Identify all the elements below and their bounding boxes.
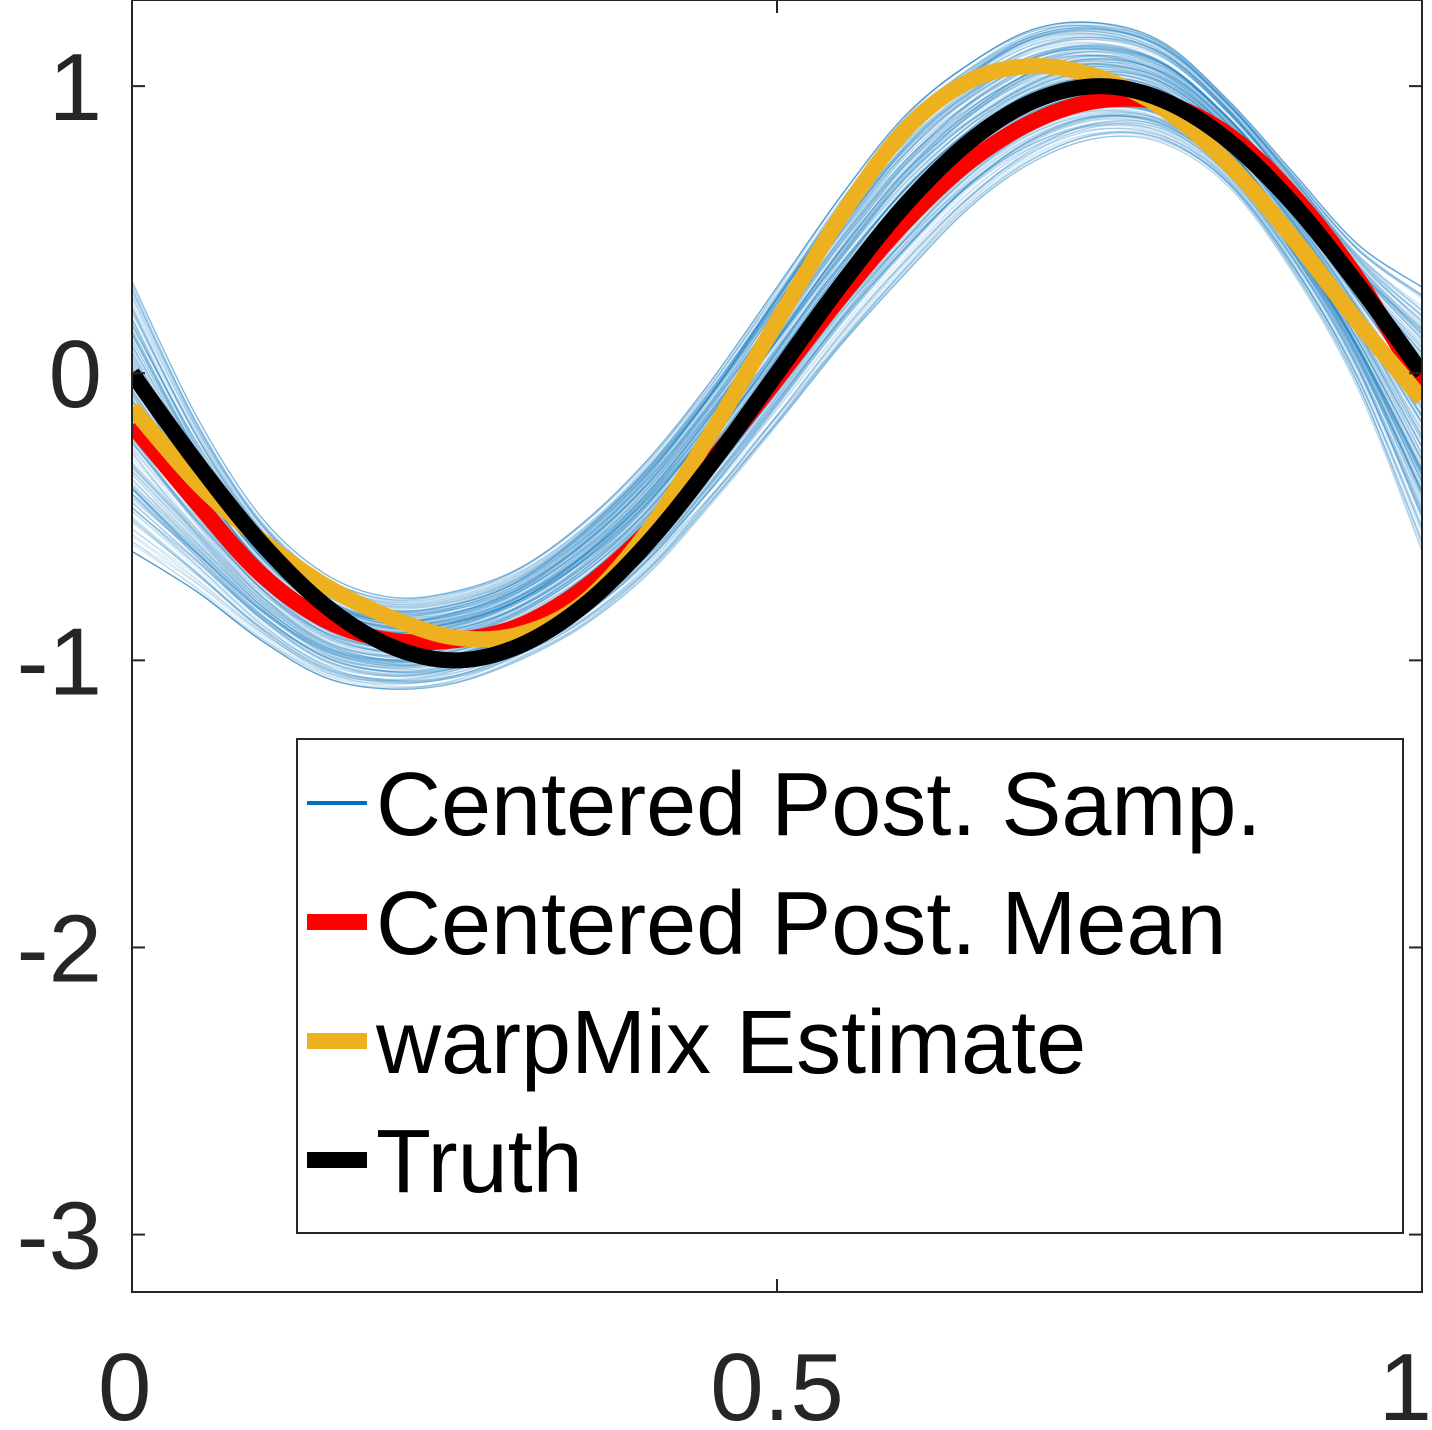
sample-curve xyxy=(132,127,1422,684)
y-tick-label: -1 xyxy=(17,608,102,715)
sample-curve xyxy=(132,36,1422,599)
legend-label: Centered Post. Mean xyxy=(376,874,1226,974)
sample-curve xyxy=(132,132,1422,689)
sample-curve xyxy=(132,24,1422,599)
y-tick-label: -2 xyxy=(17,895,102,1002)
legend-label: Truth xyxy=(376,1112,583,1212)
series-lines xyxy=(132,57,1422,669)
y-tick-label: 0 xyxy=(49,321,102,428)
sample-curve xyxy=(132,130,1422,674)
sample-curve xyxy=(132,131,1422,682)
sample-curve xyxy=(132,38,1422,599)
legend-label: Centered Post. Samp. xyxy=(376,755,1261,855)
y-tick-label: -3 xyxy=(17,1183,102,1290)
sample-curve xyxy=(132,85,1422,653)
sample-curve xyxy=(132,122,1422,690)
sample-curve xyxy=(132,122,1422,677)
warpmix-estimate-line xyxy=(132,57,1422,648)
axis-ticks: 0 0.5 1 -3 -2 -1 0 1 xyxy=(17,0,1432,1430)
legend-label: warpMix Estimate xyxy=(375,993,1086,1093)
legend-box xyxy=(296,738,1404,1234)
sample-curve xyxy=(132,50,1422,654)
sample-curve xyxy=(132,127,1422,690)
sample-curve xyxy=(132,135,1422,667)
x-tick-label: 1 xyxy=(1379,1334,1432,1430)
sample-curve xyxy=(132,27,1422,599)
legend: Centered Post. Samp. Centered Post. Mean w… xyxy=(296,738,1404,1234)
x-tick-label: 0 xyxy=(98,1334,151,1430)
sample-curve xyxy=(132,115,1422,683)
sample-curve xyxy=(132,130,1422,684)
y-tick-label: 1 xyxy=(49,34,102,141)
sample-curve xyxy=(132,135,1422,683)
x-tick-label: 0.5 xyxy=(710,1334,843,1430)
truth-line xyxy=(132,78,1422,669)
sample-curve xyxy=(132,124,1422,683)
sample-curve xyxy=(132,131,1422,690)
sample-curve xyxy=(132,131,1422,682)
sample-curve xyxy=(132,135,1422,666)
